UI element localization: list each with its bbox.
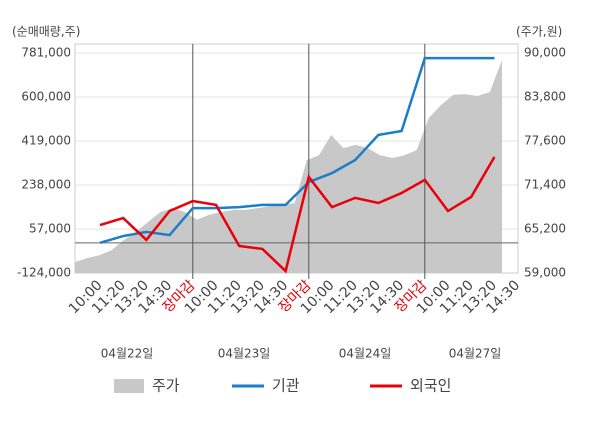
legend-swatch	[114, 379, 144, 393]
price-area	[75, 60, 502, 274]
y2-tick-label: 83,800	[524, 90, 566, 104]
y2-tick-label: 59,000	[524, 266, 566, 280]
series-line	[99, 156, 496, 274]
legend-label: 외국인	[410, 377, 451, 395]
series-line	[99, 56, 495, 245]
y-tick-label: 600,000	[21, 89, 71, 103]
legend-label: 주가	[152, 377, 180, 395]
y-tick-label: 419,000	[21, 133, 71, 147]
y-tick-label: -124,000	[17, 266, 71, 280]
y-tick-label: 57,000	[29, 221, 71, 235]
date-label: 04월23일	[218, 347, 271, 361]
date-label: 04월27일	[449, 347, 502, 361]
y-axis-label: (순매매량,주)	[12, 25, 80, 39]
y2-tick-label: 65,200	[524, 222, 566, 236]
y-tick-label: 781,000	[21, 45, 71, 59]
y2-tick-label: 90,000	[524, 46, 566, 60]
date-label: 04월24일	[339, 347, 392, 361]
legend-label: 기관	[272, 377, 300, 395]
date-label: 04월22일	[101, 347, 154, 361]
y2-tick-label: 77,600	[524, 134, 566, 148]
y2-axis-label: (주가,원)	[516, 25, 562, 39]
y2-tick-label: 71,400	[524, 178, 566, 192]
y-tick-label: 238,000	[21, 177, 71, 191]
